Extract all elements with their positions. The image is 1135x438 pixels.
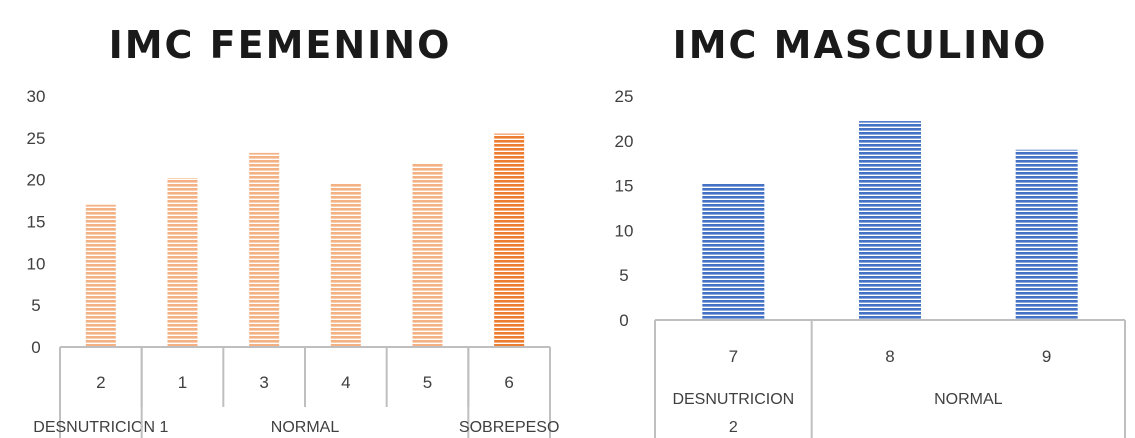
bar	[1015, 149, 1078, 320]
y-tick-label: 0	[31, 338, 40, 357]
category-label: 8	[885, 347, 894, 366]
y-tick-label: 5	[31, 296, 40, 315]
category-label: 9	[1042, 347, 1051, 366]
category-label: 7	[729, 347, 738, 366]
y-tick-label: 25	[27, 129, 46, 148]
y-tick-label: 10	[27, 254, 46, 273]
chart-imc-femenino: IMC FEMENINO 0 5 10 15 20 25 30 2 1 3 4 5 6 DESNUTRIC…	[27, 23, 559, 438]
bar	[249, 152, 280, 347]
category-label: 1	[178, 373, 187, 392]
category-label: 5	[423, 373, 432, 392]
plot-area: 0 5 10 15 20 25 7 8 9 DESNUTRICION 2 NORMAL	[615, 87, 1126, 438]
bar	[85, 204, 116, 347]
bar	[702, 183, 765, 320]
chart-imc-masculino: IMC MASCULINO 0 5 10 15 20 25 7 8 9 DESNUTRICION 2…	[615, 23, 1126, 438]
category-label: 2	[96, 373, 105, 392]
y-tick-label: 15	[27, 213, 46, 232]
y-tick-label: 15	[615, 177, 634, 196]
chart-title: IMC FEMENINO	[109, 23, 452, 67]
plot-area: 0 5 10 15 20 25 30 2 1 3 4 5 6 DESNUTRICION 1 NORMAL SO…	[27, 87, 559, 438]
group-label: NORMAL	[934, 391, 1003, 408]
bar	[859, 121, 921, 320]
bar	[167, 177, 198, 347]
chart-title: IMC MASCULINO	[673, 23, 1048, 67]
y-tick-label: 25	[615, 87, 634, 106]
category-label: 6	[504, 373, 513, 392]
group-label: NORMAL	[271, 419, 340, 436]
y-tick-label: 0	[619, 311, 628, 330]
y-tick-label: 5	[619, 266, 628, 285]
bar	[494, 133, 525, 347]
bar	[412, 162, 443, 347]
category-label: 4	[341, 373, 350, 392]
category-label: 3	[259, 373, 268, 392]
y-tick-label: 10	[615, 221, 634, 240]
group-label: DESNUTRICION 1	[33, 419, 168, 436]
group-label: SOBREPESO	[459, 419, 559, 436]
y-tick-label: 20	[615, 132, 634, 151]
y-tick-label: 20	[27, 171, 46, 190]
group-label: DESNUTRICION 2	[672, 391, 794, 436]
bar	[330, 183, 361, 347]
y-tick-label: 30	[27, 87, 46, 106]
